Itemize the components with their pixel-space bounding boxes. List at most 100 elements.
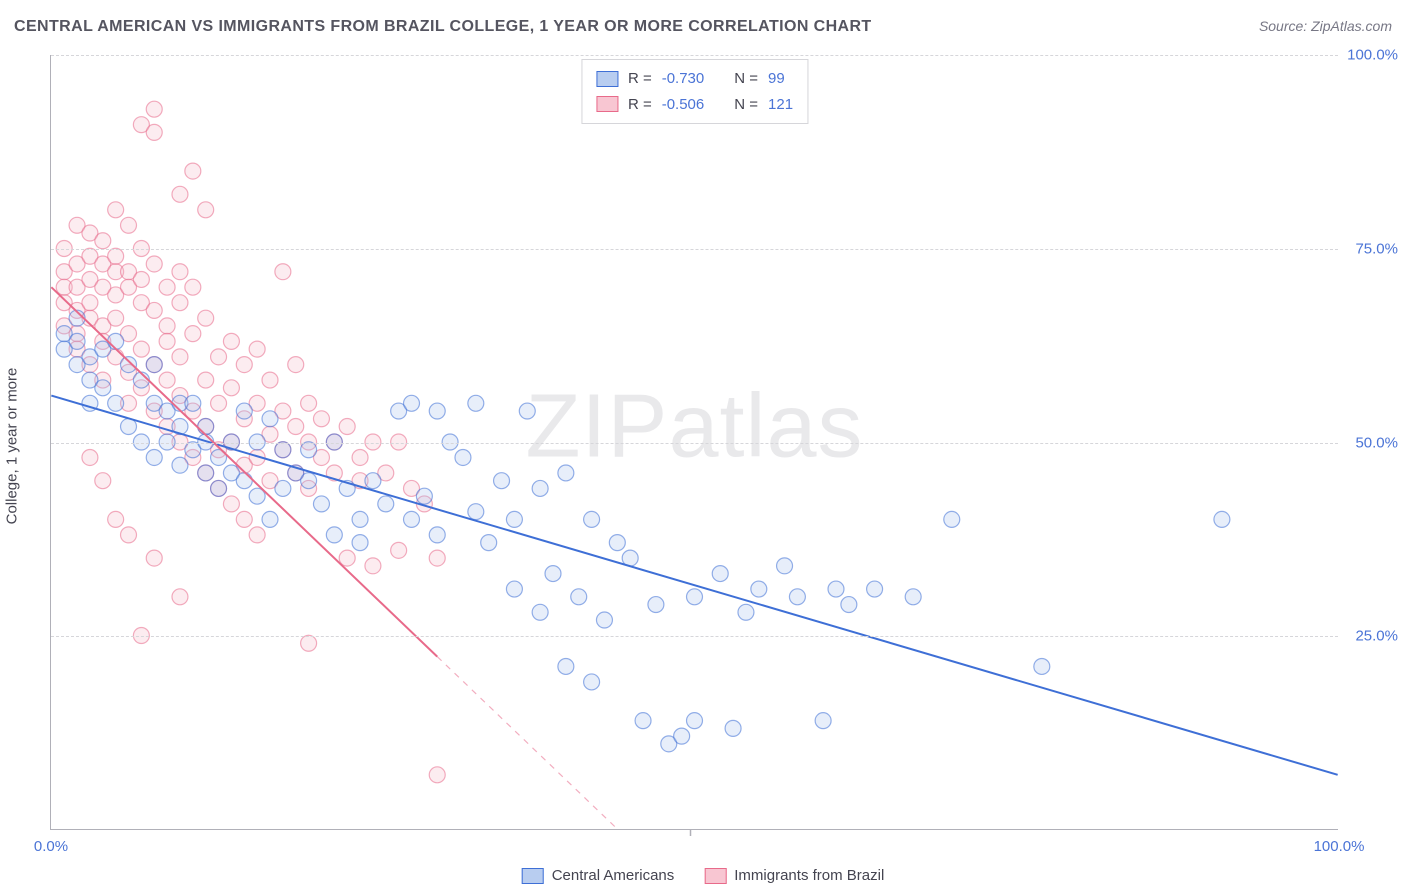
- scatter-point: [198, 310, 214, 326]
- scatter-point: [185, 279, 201, 295]
- scatter-point: [468, 395, 484, 411]
- scatter-point: [146, 302, 162, 318]
- scatter-point: [146, 101, 162, 117]
- scatter-point: [262, 372, 278, 388]
- y-axis-label: College, 1 year or more: [4, 368, 21, 525]
- scatter-point: [185, 395, 201, 411]
- scatter-point: [468, 504, 484, 520]
- scatter-point: [236, 473, 252, 489]
- scatter-point: [1214, 511, 1230, 527]
- scatter-point: [198, 202, 214, 218]
- scatter-point: [944, 511, 960, 527]
- scatter-point: [404, 395, 420, 411]
- scatter-point: [532, 480, 548, 496]
- scatter-point: [905, 589, 921, 605]
- scatter-point: [301, 473, 317, 489]
- chart-plot-area: ZIPatlas R = -0.730 N = 99 R = -0.506 N …: [50, 55, 1338, 830]
- series-legend-label: Central Americans: [552, 867, 675, 884]
- legend-n-label: N =: [734, 92, 758, 118]
- gridline-h: [51, 443, 1338, 444]
- legend-swatch: [596, 96, 618, 112]
- scatter-point: [391, 542, 407, 558]
- source-attribution: Source: ZipAtlas.com: [1259, 18, 1392, 34]
- legend-r-label: R =: [628, 92, 652, 118]
- scatter-point: [211, 480, 227, 496]
- scatter-point: [687, 713, 703, 729]
- scatter-point: [828, 581, 844, 597]
- gridline-h: [51, 249, 1338, 250]
- scatter-point: [429, 767, 445, 783]
- series-legend-item: Immigrants from Brazil: [704, 867, 884, 884]
- legend-swatch: [704, 868, 726, 884]
- scatter-point: [429, 550, 445, 566]
- scatter-point: [404, 511, 420, 527]
- scatter-point: [584, 511, 600, 527]
- scatter-point: [172, 186, 188, 202]
- scatter-point: [455, 449, 471, 465]
- scatter-point: [172, 264, 188, 280]
- scatter-point: [172, 457, 188, 473]
- scatter-point: [172, 349, 188, 365]
- scatter-point: [262, 411, 278, 427]
- scatter-point: [712, 566, 728, 582]
- scatter-point: [108, 202, 124, 218]
- scatter-point: [133, 341, 149, 357]
- scatter-point: [223, 333, 239, 349]
- scatter-point: [558, 465, 574, 481]
- scatter-point: [146, 449, 162, 465]
- legend-r-value: -0.506: [662, 92, 705, 118]
- scatter-point: [1034, 658, 1050, 674]
- scatter-point: [275, 480, 291, 496]
- scatter-point: [95, 233, 111, 249]
- scatter-point: [416, 488, 432, 504]
- x-tick-label: 100.0%: [1314, 838, 1365, 855]
- legend-n-value: 121: [768, 92, 793, 118]
- scatter-point: [365, 558, 381, 574]
- scatter-point: [326, 527, 342, 543]
- scatter-point: [146, 256, 162, 272]
- scatter-point: [121, 357, 137, 373]
- scatter-point: [301, 442, 317, 458]
- scatter-point: [275, 442, 291, 458]
- series-legend: Central Americans Immigrants from Brazil: [522, 867, 885, 884]
- scatter-point: [121, 527, 137, 543]
- scatter-point: [108, 395, 124, 411]
- scatter-point: [571, 589, 587, 605]
- scatter-point: [108, 333, 124, 349]
- legend-swatch: [596, 71, 618, 87]
- scatter-point: [532, 604, 548, 620]
- scatter-point: [841, 597, 857, 613]
- scatter-point: [301, 395, 317, 411]
- y-tick-label: 100.0%: [1343, 47, 1398, 64]
- scatter-point: [429, 527, 445, 543]
- scatter-point: [95, 473, 111, 489]
- scatter-point: [159, 372, 175, 388]
- scatter-point: [133, 271, 149, 287]
- scatter-point: [738, 604, 754, 620]
- scatter-point: [275, 264, 291, 280]
- scatter-point: [751, 581, 767, 597]
- scatter-point: [108, 511, 124, 527]
- scatter-point: [313, 496, 329, 512]
- scatter-point: [365, 473, 381, 489]
- scatter-point: [506, 511, 522, 527]
- scatter-point: [108, 310, 124, 326]
- scatter-point: [185, 326, 201, 342]
- scatter-point: [609, 535, 625, 551]
- scatter-point: [301, 635, 317, 651]
- scatter-point: [352, 535, 368, 551]
- scatter-point: [789, 589, 805, 605]
- scatter-point: [313, 411, 329, 427]
- scatter-point: [159, 333, 175, 349]
- scatter-point: [429, 403, 445, 419]
- scatter-point: [146, 124, 162, 140]
- scatter-point: [725, 720, 741, 736]
- legend-n-label: N =: [734, 66, 758, 92]
- gridline-h: [51, 636, 1338, 637]
- series-legend-item: Central Americans: [522, 867, 675, 884]
- scatter-point: [185, 163, 201, 179]
- scatter-point: [339, 419, 355, 435]
- scatter-point: [635, 713, 651, 729]
- correlation-legend: R = -0.730 N = 99 R = -0.506 N = 121: [581, 59, 808, 124]
- scatter-point: [262, 511, 278, 527]
